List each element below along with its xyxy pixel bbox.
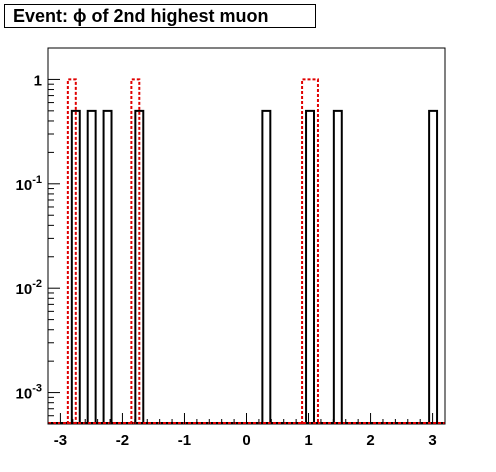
histogram-bin [70,109,81,424]
x-tick-label: 1 [304,432,312,449]
x-tick-label: 0 [242,432,250,449]
x-tick-label: 2 [366,432,374,449]
histogram-bin [261,109,272,424]
y-tick-label: 1 [34,72,42,89]
y-tick-label: 10-3 [16,383,42,403]
x-tick-label: 3 [428,432,436,449]
x-tick-label: -2 [116,432,129,449]
histogram-bin [86,109,97,424]
histogram-bin [66,78,77,424]
histogram-bin [428,109,439,424]
y-tick-label: 10-1 [16,174,42,194]
y-tick-label: 10-2 [16,278,42,298]
histogram-bin [301,78,319,424]
histogram-bin [332,109,343,424]
chart-title: Event: ϕ of 2nd highest muon [4,4,316,28]
histogram-bin [102,109,113,424]
histogram-series-1 [48,78,445,424]
histogram-bin [130,78,141,424]
plot-frame [47,47,446,425]
histogram-bin [305,109,315,424]
x-tick-label: -1 [178,432,191,449]
histogram-series-0 [48,109,445,424]
histogram-bin [134,109,145,424]
x-tick-label: -3 [54,432,67,449]
